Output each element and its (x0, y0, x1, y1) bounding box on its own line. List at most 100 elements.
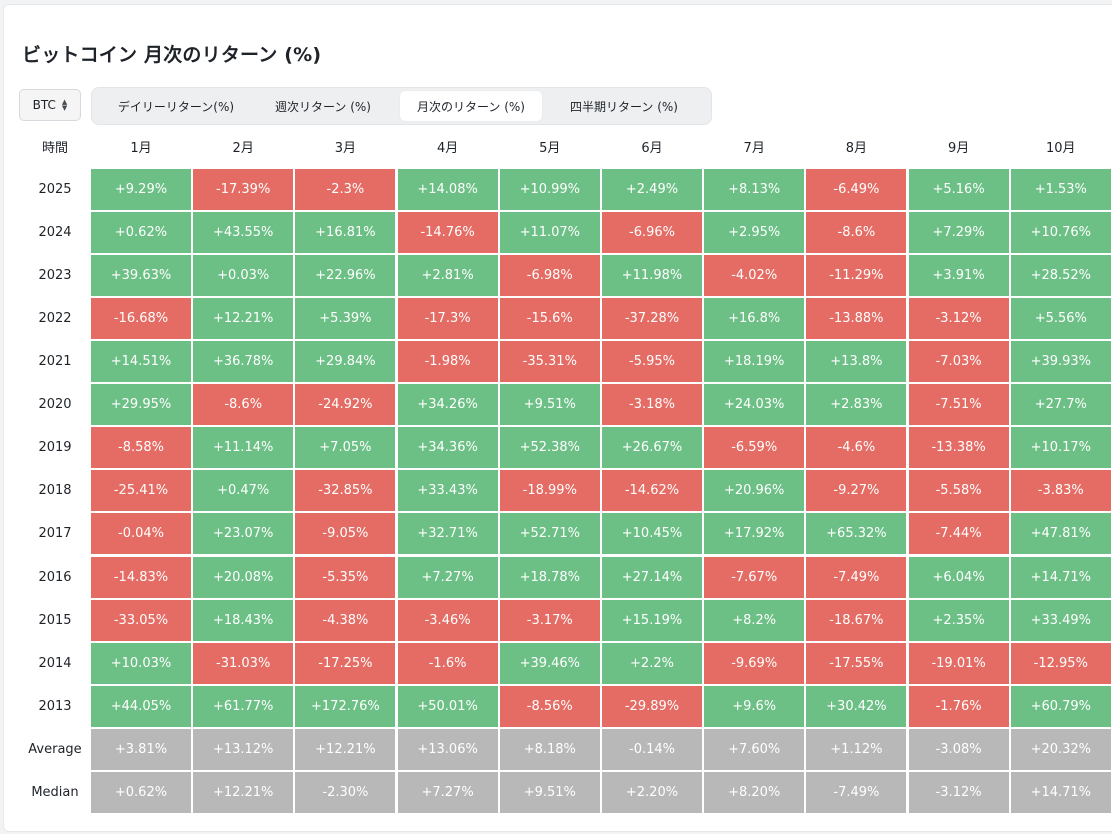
return-cell: +0.03% (193, 255, 294, 297)
return-cell: -35.31% (499, 341, 600, 383)
summary-row-label: Median (31, 784, 79, 800)
return-cell: -7.67% (704, 556, 805, 598)
year-label: 2015 (38, 612, 72, 628)
return-cell: -5.58% (908, 470, 1009, 512)
return-cell: -5.35% (295, 556, 396, 598)
return-cell: +7.29% (908, 212, 1009, 254)
year-label: 2022 (38, 311, 72, 327)
summary-cell: -3.08% (908, 728, 1009, 770)
return-cell: +9.51% (499, 384, 600, 426)
return-cell: -9.05% (295, 513, 396, 555)
return-cell: +22.96% (295, 255, 396, 297)
summary-cell: +0.62% (91, 771, 191, 813)
return-cell: +60.79% (1010, 685, 1111, 727)
return-cell: +10.99% (499, 169, 600, 210)
return-cell: -33.05% (91, 599, 191, 641)
tab-daily-returns[interactable]: デイリーリターン(%) (117, 99, 235, 114)
tab-monthly-returns[interactable]: 月次のリターン (%) (400, 91, 542, 121)
corner-label: 時間 (41, 140, 68, 156)
return-cell: -14.83% (91, 556, 191, 598)
year-label: 2016 (38, 569, 72, 585)
return-cell: +14.51% (91, 341, 191, 383)
summary-cell: +7.60% (704, 728, 805, 770)
return-cell: +2.83% (806, 384, 907, 426)
return-cell: -1.76% (908, 685, 1009, 727)
summary-cell: +12.21% (193, 771, 294, 813)
summary-cell: +2.20% (602, 771, 702, 813)
return-cell: +2.95% (704, 212, 805, 254)
return-cell: -7.49% (806, 556, 907, 598)
asset-select[interactable]: BTC ▲ ▼ (19, 89, 81, 121)
summary-cell: -3.12% (908, 771, 1009, 813)
return-cell: -5.95% (602, 341, 702, 383)
summary-cell: -2.30% (295, 771, 396, 813)
return-cell: -3.18% (602, 384, 702, 426)
year-label: 2019 (38, 440, 72, 456)
return-cell: +32.71% (397, 513, 498, 555)
return-cell: +8.2% (704, 599, 805, 641)
return-cell: +2.81% (397, 255, 498, 297)
year-label: 2023 (38, 268, 72, 284)
return-cell: -17.25% (295, 642, 396, 684)
return-cell: +27.14% (602, 556, 702, 598)
return-cell: -6.59% (704, 427, 805, 469)
return-cell: -18.67% (806, 599, 907, 641)
column-header: 9月 (947, 140, 970, 156)
summary-cell: +7.27% (397, 771, 498, 813)
return-cell: +27.7% (1010, 384, 1111, 426)
column-header: 4月 (436, 140, 459, 156)
return-cell: -11.29% (806, 255, 907, 297)
column-header: 3月 (334, 140, 357, 156)
return-cell: +13.8% (806, 341, 907, 383)
return-cell: -7.44% (908, 513, 1009, 555)
return-cell: -17.3% (397, 298, 498, 340)
column-header: 10月 (1046, 140, 1076, 156)
return-cell: +47.81% (1010, 513, 1111, 555)
return-cell: +9.6% (704, 685, 805, 727)
return-cell: +0.47% (193, 470, 294, 512)
return-cell: +20.96% (704, 470, 805, 512)
year-label: 2020 (38, 397, 72, 413)
year-label: 2024 (38, 225, 72, 241)
return-cell: +14.71% (1010, 556, 1111, 598)
summary-cell: +1.12% (806, 728, 907, 770)
return-cell: +17.92% (704, 513, 805, 555)
year-label: 2025 (38, 182, 72, 197)
return-cell: -6.98% (499, 255, 600, 297)
return-cell: +24.03% (704, 384, 805, 426)
return-cell: +29.95% (91, 384, 191, 426)
return-cell: -0.04% (91, 513, 191, 555)
return-cell: -12.95% (1010, 642, 1111, 684)
return-cell: +10.45% (602, 513, 702, 555)
chevron-up-down-icon: ▲ ▼ (61, 98, 68, 112)
return-cell: +30.42% (806, 685, 907, 727)
column-header: 1月 (130, 140, 152, 156)
summary-cell: +14.71% (1010, 771, 1111, 813)
return-cell: -15.6% (499, 298, 600, 340)
return-cell: +6.04% (908, 556, 1009, 598)
return-cell: +23.07% (193, 513, 294, 555)
column-header: 2月 (232, 140, 254, 156)
return-cell: +26.67% (602, 427, 702, 469)
return-cell: +33.43% (397, 470, 498, 512)
summary-cell: +8.18% (499, 728, 600, 770)
summary-cell: +12.21% (295, 728, 396, 770)
return-cell: +16.8% (704, 298, 805, 340)
return-cell: -2.3% (295, 169, 396, 210)
tab-quarterly-returns[interactable]: 四半期リターン (%) (570, 99, 678, 114)
column-header: 5月 (539, 140, 561, 156)
return-cell: +52.71% (499, 513, 600, 555)
return-cell: -29.89% (602, 685, 702, 727)
column-header: 8月 (845, 140, 868, 156)
return-cell: +10.03% (91, 642, 191, 684)
tab-weekly-returns[interactable]: 週次リターン (%) (275, 99, 371, 114)
return-cell: +29.84% (295, 341, 396, 383)
return-cell: +61.77% (193, 685, 294, 727)
return-cell: -37.28% (602, 298, 702, 340)
return-cell: +5.56% (1010, 298, 1111, 340)
return-cell: +50.01% (397, 685, 498, 727)
return-cell: -8.58% (91, 427, 191, 469)
return-cell: -13.88% (806, 298, 907, 340)
return-cell: +2.35% (908, 599, 1009, 641)
return-cell: -6.49% (806, 169, 907, 210)
